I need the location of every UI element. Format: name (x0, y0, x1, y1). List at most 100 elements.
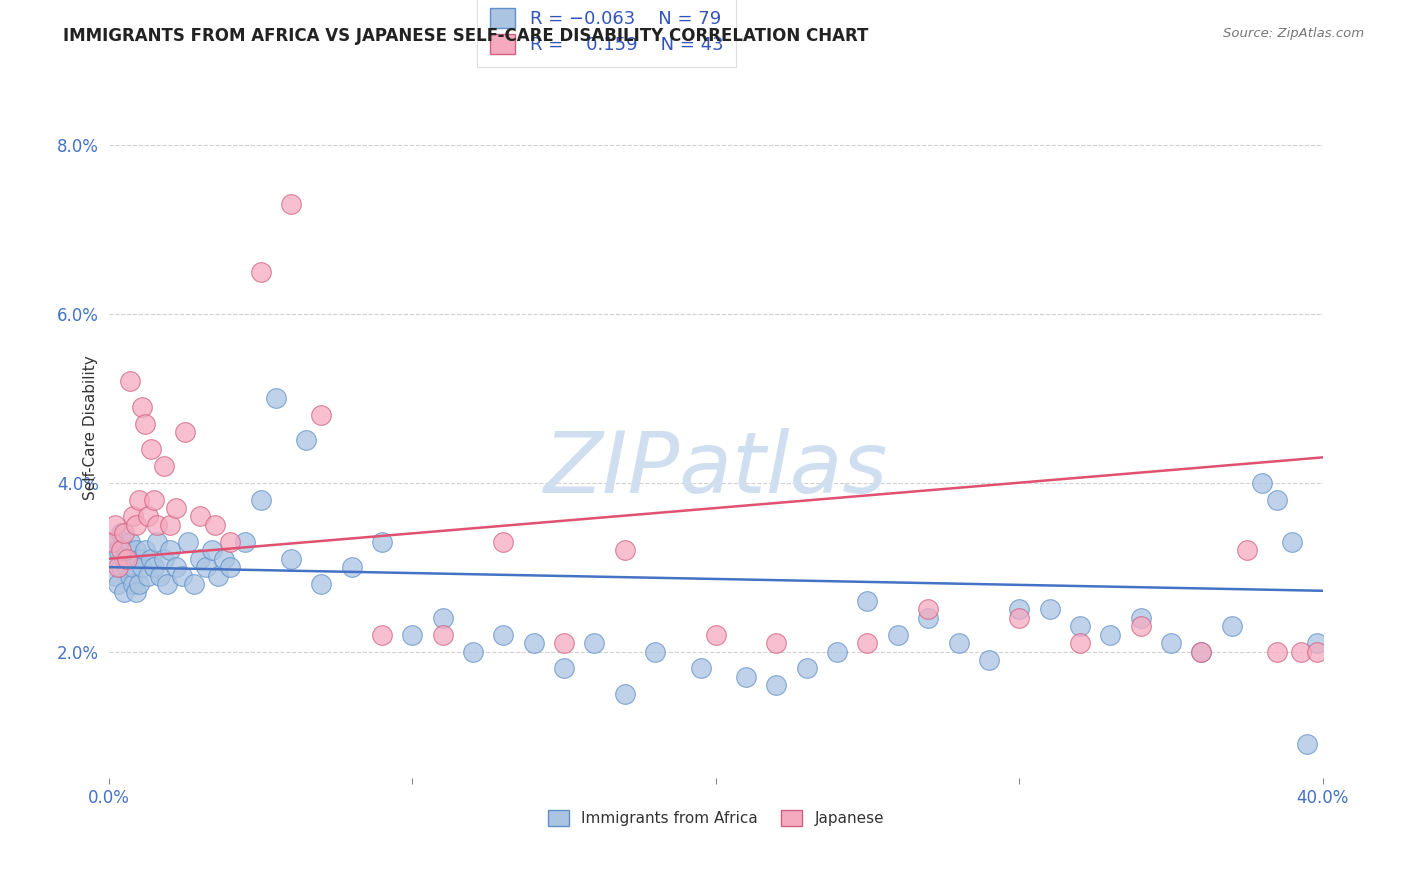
Point (149, 568, 172, 582)
Point (170, 568, 193, 582)
Point (201, 543, 224, 558)
Point (280, 197, 302, 211)
Point (138, 568, 160, 582)
Point (1291, 644, 1313, 658)
Point (1069, 636, 1091, 650)
Point (138, 509, 160, 524)
Point (110, 543, 132, 558)
Point (1189, 644, 1212, 658)
Point (131, 400, 153, 414)
Point (146, 517, 169, 532)
Point (1305, 644, 1327, 658)
Point (134, 417, 156, 431)
Point (432, 611, 454, 625)
Point (1265, 492, 1288, 507)
Point (295, 434, 318, 448)
Text: ZIPatlas: ZIPatlas (544, 428, 889, 511)
Point (977, 653, 1000, 667)
Point (134, 543, 156, 558)
Point (177, 534, 200, 549)
Point (165, 501, 187, 516)
Point (101, 551, 124, 566)
Point (104, 568, 127, 582)
Point (311, 577, 333, 591)
Point (311, 408, 333, 422)
Point (112, 585, 135, 599)
Point (125, 543, 148, 558)
Point (115, 551, 138, 566)
Point (1189, 644, 1212, 658)
Point (143, 492, 166, 507)
Point (143, 560, 166, 574)
Point (264, 392, 287, 406)
Point (107, 577, 129, 591)
Point (104, 517, 127, 532)
Point (122, 577, 145, 591)
Point (917, 611, 939, 625)
Point (825, 644, 848, 658)
Point (122, 560, 145, 574)
Text: Source: ZipAtlas.com: Source: ZipAtlas.com (1223, 27, 1364, 40)
Point (188, 509, 211, 524)
Point (371, 534, 394, 549)
Point (613, 687, 636, 701)
Point (765, 636, 787, 650)
Point (207, 568, 229, 582)
Point (1281, 534, 1303, 549)
Point (104, 534, 127, 549)
Point (917, 602, 939, 616)
Point (219, 560, 242, 574)
Point (204, 517, 226, 532)
Point (188, 551, 211, 566)
Point (183, 577, 205, 591)
Point (219, 534, 242, 549)
Point (735, 670, 758, 684)
Point (152, 458, 174, 473)
Point (1129, 611, 1152, 625)
Point (1160, 636, 1182, 650)
Point (523, 636, 546, 650)
Point (131, 560, 153, 574)
Point (141, 551, 163, 566)
Point (146, 534, 169, 549)
Point (1220, 619, 1243, 633)
Point (152, 551, 174, 566)
Point (235, 534, 257, 549)
Point (765, 678, 787, 692)
Point (101, 534, 124, 549)
Point (249, 265, 271, 279)
Point (173, 425, 195, 439)
Point (280, 551, 302, 566)
Point (1099, 628, 1122, 642)
Point (128, 492, 150, 507)
Point (120, 534, 142, 549)
Legend: Immigrants from Africa, Japanese: Immigrants from Africa, Japanese (540, 803, 891, 834)
Point (553, 636, 575, 650)
Point (461, 644, 484, 658)
Point (704, 628, 727, 642)
Point (165, 560, 187, 574)
Point (128, 551, 150, 566)
Point (159, 543, 181, 558)
Point (122, 509, 145, 524)
Point (115, 543, 138, 558)
Point (128, 577, 150, 591)
Point (492, 628, 515, 642)
Point (115, 560, 138, 574)
Point (401, 628, 423, 642)
Point (553, 661, 575, 675)
Point (1236, 543, 1258, 558)
Point (120, 568, 142, 582)
Point (107, 560, 129, 574)
Point (613, 543, 636, 558)
Point (110, 560, 132, 574)
Point (107, 543, 129, 558)
Point (125, 517, 148, 532)
Point (796, 661, 818, 675)
Point (492, 534, 515, 549)
Point (1008, 602, 1031, 616)
Y-axis label: Self-Care Disability: Self-Care Disability (83, 355, 98, 500)
Point (1251, 475, 1274, 490)
Point (340, 560, 363, 574)
Point (583, 636, 606, 650)
